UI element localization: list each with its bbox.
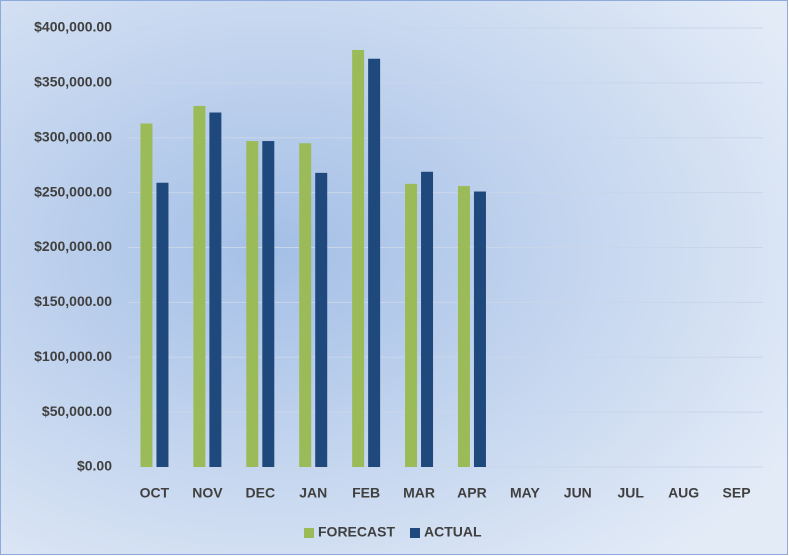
x-tick-label: DEC bbox=[246, 485, 276, 501]
bar bbox=[246, 141, 259, 468]
y-tick-label: $300,000.00 bbox=[34, 128, 112, 144]
bar bbox=[457, 186, 470, 468]
y-tick-label: $200,000.00 bbox=[34, 238, 112, 254]
bar bbox=[473, 191, 486, 467]
bar bbox=[405, 183, 418, 467]
bar bbox=[209, 112, 222, 467]
x-tick-label: NOV bbox=[192, 485, 223, 501]
bar bbox=[368, 58, 381, 467]
bar bbox=[156, 182, 169, 467]
x-tick-label: APR bbox=[457, 485, 487, 501]
x-tick-label: MAR bbox=[403, 485, 435, 501]
bar bbox=[262, 141, 275, 468]
x-tick-label: JUN bbox=[564, 485, 592, 501]
bar bbox=[140, 123, 153, 468]
bar bbox=[315, 172, 328, 467]
y-tick-label: $350,000.00 bbox=[34, 74, 112, 90]
bar bbox=[193, 105, 206, 468]
x-tick-label: JUL bbox=[617, 485, 644, 501]
bar bbox=[421, 171, 434, 467]
x-tick-label: JAN bbox=[299, 485, 327, 501]
y-tick-label: $100,000.00 bbox=[34, 348, 112, 364]
x-tick-label: OCT bbox=[140, 485, 170, 501]
y-tick-label: $150,000.00 bbox=[34, 293, 112, 309]
y-tick-label: $250,000.00 bbox=[34, 183, 112, 199]
y-tick-label: $400,000.00 bbox=[34, 19, 112, 35]
x-tick-label: MAY bbox=[510, 485, 540, 501]
legend-label: ACTUAL bbox=[424, 524, 482, 540]
y-tick-label: $50,000.00 bbox=[42, 403, 112, 419]
bar bbox=[352, 49, 365, 467]
legend-swatch bbox=[410, 528, 420, 538]
x-tick-label: AUG bbox=[668, 485, 699, 501]
x-tick-label: SEP bbox=[723, 485, 751, 501]
legend-label: FORECAST bbox=[318, 524, 395, 540]
bar bbox=[299, 143, 312, 468]
x-tick-label: FEB bbox=[352, 485, 380, 501]
y-tick-label: $0.00 bbox=[77, 458, 112, 474]
legend-swatch bbox=[304, 528, 314, 538]
